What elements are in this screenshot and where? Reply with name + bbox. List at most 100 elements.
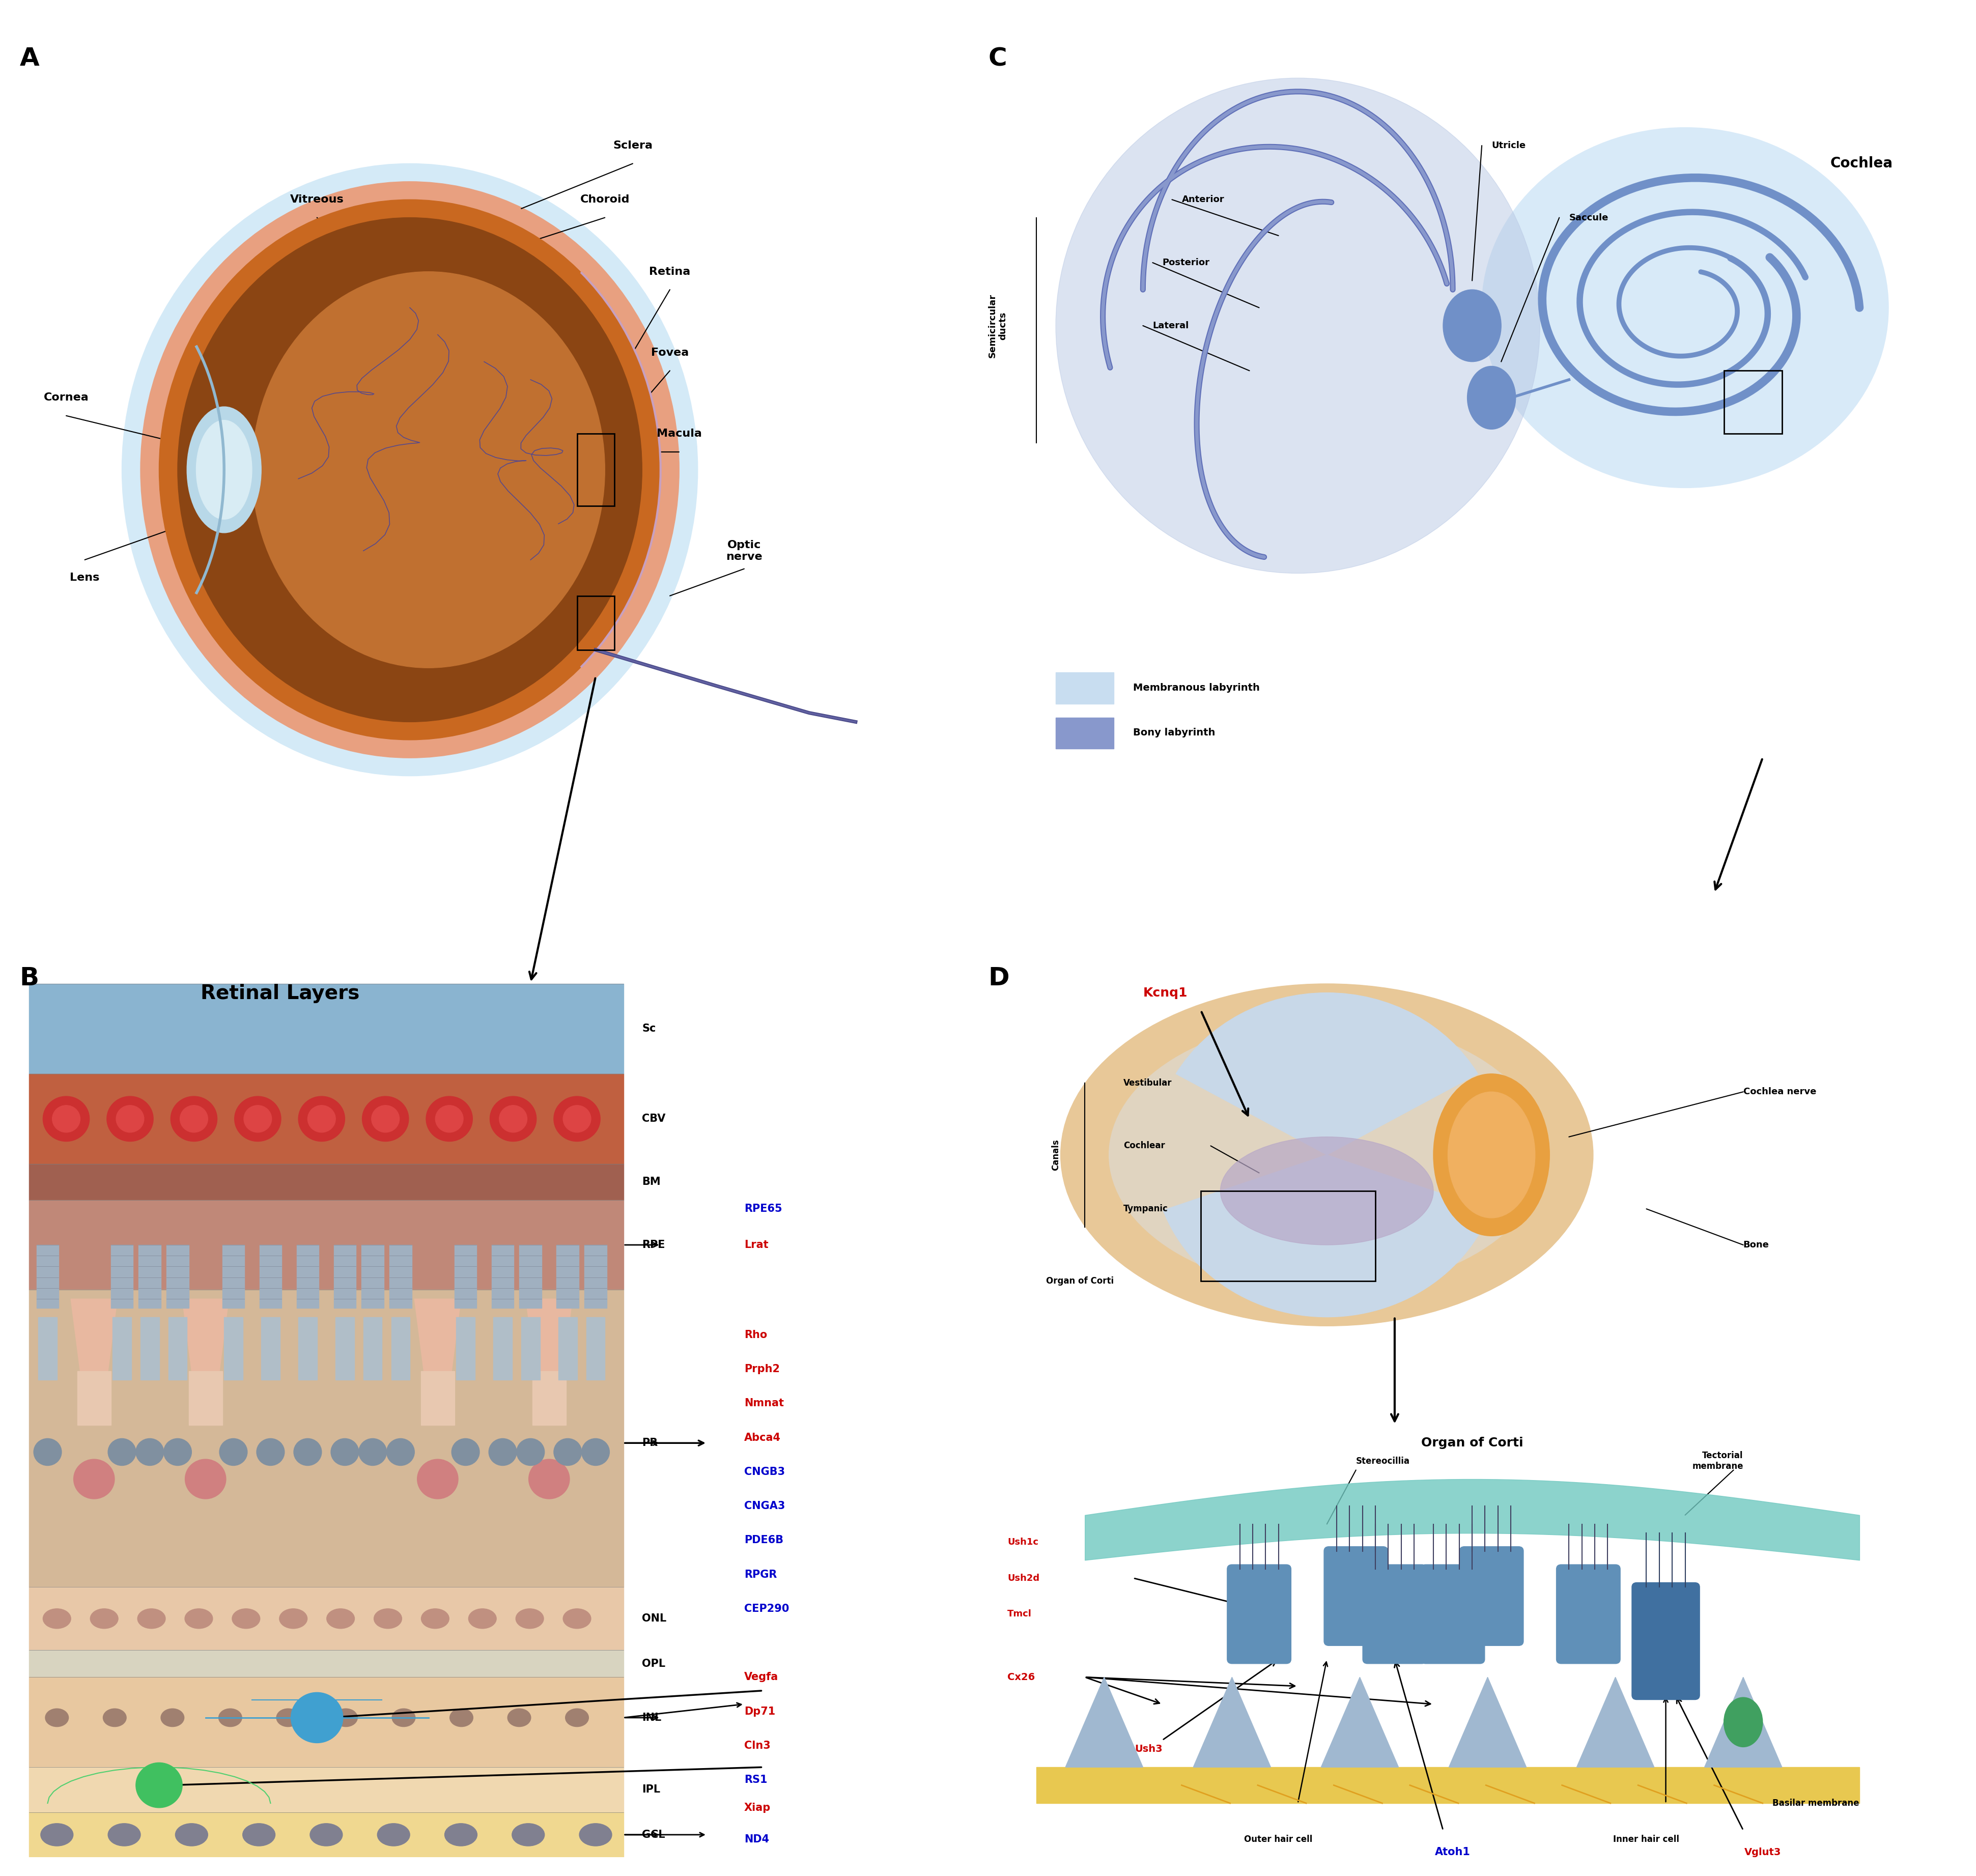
Bar bbox=[30, 1163, 624, 1201]
FancyBboxPatch shape bbox=[1557, 1565, 1620, 1664]
Circle shape bbox=[34, 1439, 61, 1465]
Text: RPE65: RPE65 bbox=[745, 1204, 782, 1214]
FancyBboxPatch shape bbox=[1363, 1565, 1427, 1664]
Ellipse shape bbox=[196, 420, 253, 520]
Circle shape bbox=[553, 1439, 581, 1465]
Ellipse shape bbox=[91, 1610, 119, 1628]
Ellipse shape bbox=[45, 1709, 69, 1726]
Text: Prph2: Prph2 bbox=[745, 1364, 781, 1375]
Circle shape bbox=[500, 1105, 528, 1133]
Ellipse shape bbox=[1221, 1137, 1433, 1246]
Circle shape bbox=[581, 1439, 609, 1465]
Bar bbox=[166, 1246, 190, 1308]
Bar bbox=[391, 1317, 409, 1381]
Text: Membranous labyrinth: Membranous labyrinth bbox=[1134, 683, 1261, 692]
Bar bbox=[30, 1073, 624, 1163]
Text: Saccule: Saccule bbox=[1569, 214, 1608, 221]
Circle shape bbox=[51, 1105, 81, 1133]
Circle shape bbox=[362, 1096, 409, 1141]
Circle shape bbox=[360, 1439, 387, 1465]
Bar bbox=[138, 1246, 160, 1308]
FancyBboxPatch shape bbox=[1421, 1565, 1484, 1664]
Ellipse shape bbox=[512, 1823, 545, 1846]
Ellipse shape bbox=[277, 1709, 300, 1726]
Circle shape bbox=[387, 1439, 415, 1465]
Circle shape bbox=[294, 1439, 322, 1465]
Text: Outer hair cell: Outer hair cell bbox=[1245, 1835, 1312, 1844]
Circle shape bbox=[330, 1439, 360, 1465]
Circle shape bbox=[109, 1439, 136, 1465]
Text: Lens: Lens bbox=[69, 572, 99, 583]
Bar bbox=[77, 1371, 111, 1426]
Bar bbox=[577, 433, 615, 507]
Text: Cochlear: Cochlear bbox=[1124, 1141, 1166, 1150]
Circle shape bbox=[371, 1105, 399, 1133]
Circle shape bbox=[298, 1096, 346, 1141]
Text: Utricle: Utricle bbox=[1492, 141, 1525, 150]
Bar bbox=[36, 1246, 59, 1308]
Bar bbox=[520, 1246, 541, 1308]
Text: Atoh1: Atoh1 bbox=[1435, 1848, 1470, 1857]
Text: Tmcl: Tmcl bbox=[1008, 1610, 1031, 1619]
Ellipse shape bbox=[279, 1610, 306, 1628]
FancyBboxPatch shape bbox=[1227, 1565, 1290, 1664]
Polygon shape bbox=[1705, 1677, 1782, 1767]
Text: Canals: Canals bbox=[1051, 1139, 1061, 1171]
Ellipse shape bbox=[445, 1823, 476, 1846]
Text: Lateral: Lateral bbox=[1152, 321, 1190, 330]
Bar bbox=[494, 1317, 512, 1381]
Ellipse shape bbox=[41, 1823, 73, 1846]
Ellipse shape bbox=[103, 1709, 126, 1726]
Ellipse shape bbox=[140, 182, 680, 758]
Text: RPGR: RPGR bbox=[745, 1570, 777, 1580]
Bar bbox=[261, 1317, 281, 1381]
Circle shape bbox=[488, 1439, 516, 1465]
Text: Bony labyrinth: Bony labyrinth bbox=[1134, 728, 1215, 737]
FancyBboxPatch shape bbox=[1460, 1546, 1523, 1645]
Ellipse shape bbox=[1061, 983, 1593, 1326]
Circle shape bbox=[553, 1096, 601, 1141]
Text: Choroid: Choroid bbox=[581, 195, 630, 204]
Text: RPE: RPE bbox=[642, 1240, 666, 1249]
Bar bbox=[111, 1246, 132, 1308]
Ellipse shape bbox=[123, 163, 698, 777]
Text: Anterior: Anterior bbox=[1182, 195, 1225, 204]
Text: Bone: Bone bbox=[1743, 1240, 1769, 1249]
Ellipse shape bbox=[1468, 366, 1516, 430]
Circle shape bbox=[490, 1096, 535, 1141]
Bar bbox=[298, 1317, 316, 1381]
Circle shape bbox=[308, 1105, 336, 1133]
Text: Cochlea nerve: Cochlea nerve bbox=[1743, 1088, 1816, 1096]
Ellipse shape bbox=[1448, 1092, 1535, 1218]
Text: Fovea: Fovea bbox=[650, 347, 690, 358]
Circle shape bbox=[235, 1096, 281, 1141]
Ellipse shape bbox=[186, 1610, 213, 1628]
Circle shape bbox=[290, 1692, 344, 1743]
Ellipse shape bbox=[138, 1610, 166, 1628]
Bar bbox=[113, 1317, 130, 1381]
Text: Macula: Macula bbox=[656, 428, 701, 439]
FancyBboxPatch shape bbox=[1632, 1583, 1699, 1700]
Bar bbox=[456, 1317, 474, 1381]
Text: Retinal Layers: Retinal Layers bbox=[200, 983, 360, 1004]
Circle shape bbox=[186, 1460, 225, 1499]
Text: A: A bbox=[20, 47, 40, 71]
Bar bbox=[190, 1371, 221, 1426]
Text: Basilar membrane: Basilar membrane bbox=[1772, 1799, 1859, 1808]
Wedge shape bbox=[1176, 992, 1478, 1156]
Text: RS1: RS1 bbox=[745, 1775, 767, 1784]
Bar bbox=[1035, 1767, 1859, 1803]
Ellipse shape bbox=[326, 1610, 354, 1628]
Bar bbox=[30, 1651, 624, 1677]
Text: Ush1c: Ush1c bbox=[1008, 1538, 1039, 1546]
Text: Organ of Corti: Organ of Corti bbox=[1045, 1276, 1114, 1285]
Bar bbox=[221, 1246, 245, 1308]
Bar bbox=[30, 983, 624, 1073]
Text: Vitreous: Vitreous bbox=[290, 195, 344, 204]
Bar bbox=[30, 1587, 624, 1651]
Ellipse shape bbox=[391, 1709, 415, 1726]
Bar bbox=[585, 1246, 607, 1308]
Bar bbox=[577, 597, 615, 649]
Polygon shape bbox=[1194, 1677, 1271, 1767]
Bar bbox=[362, 1246, 383, 1308]
